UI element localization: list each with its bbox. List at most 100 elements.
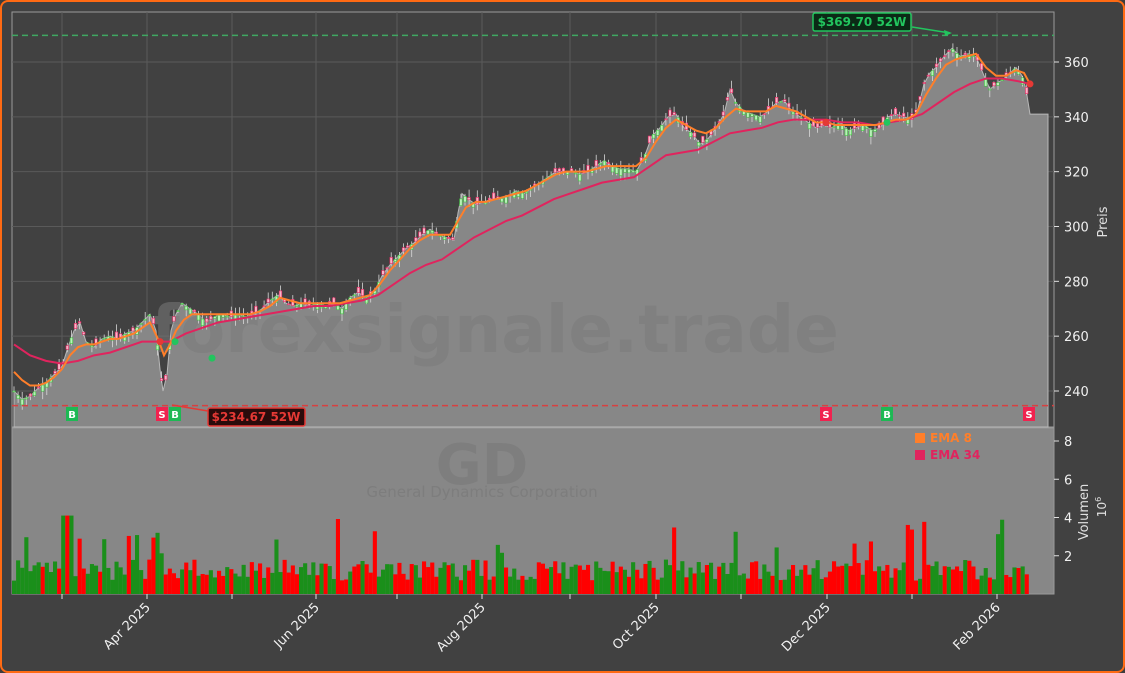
- candle-up: [270, 298, 274, 301]
- volume-bar-down: [217, 570, 222, 594]
- candle-up: [807, 122, 811, 130]
- volume-bar-up: [631, 562, 636, 594]
- low-52w-arrow: [171, 404, 209, 412]
- candle-up: [971, 55, 975, 57]
- legend: EMA 8 EMA 34: [915, 431, 980, 462]
- volume-bar-up: [28, 571, 33, 594]
- volume-bar-down: [409, 564, 414, 594]
- candle-up: [32, 391, 37, 396]
- volume-bar-down: [192, 559, 197, 594]
- candle-up: [201, 318, 205, 327]
- volume-bar-down: [832, 561, 837, 594]
- volume-bar-up: [606, 571, 611, 594]
- volume-bar-down: [229, 569, 234, 594]
- volume-bar-down: [335, 519, 340, 594]
- volume-bar-down: [590, 580, 595, 594]
- candle-up: [705, 139, 709, 143]
- candle-down: [475, 197, 479, 205]
- volume-bar-down: [1024, 574, 1029, 594]
- volume-bar-up: [930, 566, 935, 594]
- volume-bar-up: [237, 576, 242, 594]
- volume-bar-up: [594, 561, 599, 594]
- buy-signal: [881, 407, 893, 421]
- legend-swatch-ema8: [915, 433, 925, 443]
- candle-down: [783, 99, 787, 102]
- volume-bar-up: [159, 553, 164, 594]
- volume-bar-down: [1004, 574, 1009, 594]
- volume-bar-down: [864, 560, 869, 594]
- legend-label-ema34: EMA 34: [930, 448, 980, 462]
- volume-bar-down: [249, 562, 254, 594]
- volume-bar-up: [212, 577, 217, 594]
- candle-down: [725, 97, 729, 101]
- candle-down: [385, 267, 389, 270]
- candle-down: [418, 231, 422, 238]
- candle-down: [938, 58, 943, 62]
- candle-up: [996, 82, 1000, 86]
- volume-bar-down: [171, 573, 176, 594]
- volume-bar-down: [294, 574, 299, 594]
- candle-down: [947, 50, 951, 52]
- candle-down: [606, 162, 611, 165]
- candle-down: [119, 333, 123, 338]
- volume-bar-up: [69, 515, 74, 594]
- volume-bar-down: [758, 578, 763, 594]
- volume-bar-up: [155, 532, 160, 594]
- candle-up: [848, 129, 852, 136]
- volume-bar-down: [692, 573, 697, 594]
- candle-up: [602, 160, 606, 166]
- volume-bar-down: [491, 576, 496, 594]
- volume-bar-down: [750, 562, 755, 594]
- candle-up: [147, 314, 151, 317]
- volume-bar-up: [118, 567, 123, 594]
- high-52w-badge: $369.70 52W: [812, 12, 912, 32]
- candle-up: [651, 134, 656, 139]
- volume-bar-up: [524, 579, 529, 594]
- volume-bar-down: [258, 563, 263, 594]
- candle-up: [336, 305, 340, 311]
- candle-up: [295, 304, 299, 307]
- volume-bar-down: [426, 567, 431, 594]
- volume-bar-up: [819, 578, 824, 594]
- volume-bar-down: [770, 575, 775, 594]
- volume-multiplier: 106: [1094, 497, 1109, 517]
- legend-label-ema8: EMA 8: [930, 431, 972, 445]
- volume-bar-down: [581, 569, 586, 594]
- volume-bar-down: [176, 578, 181, 594]
- volume-tick-label: 8: [1064, 435, 1072, 450]
- candle-down: [160, 378, 164, 382]
- volume-bar-down: [57, 568, 62, 594]
- volume-bar-down: [856, 563, 861, 594]
- candle-down: [278, 290, 283, 298]
- candle-down: [893, 108, 898, 115]
- volume-bar-up: [815, 560, 820, 594]
- candle-down: [28, 393, 33, 397]
- volume-bar-up: [676, 570, 681, 594]
- volume-bar-up: [725, 573, 730, 594]
- volume-bar-up: [85, 573, 90, 594]
- candle-up: [500, 198, 504, 203]
- volume-bar-up: [663, 559, 668, 594]
- candle-down: [262, 305, 266, 308]
- sell-signal: [156, 407, 168, 421]
- volume-bar-up: [389, 564, 394, 594]
- volume-bar-up: [934, 561, 939, 594]
- volume-bar-down: [483, 560, 488, 594]
- volume-bar-up: [573, 564, 578, 594]
- candle-down: [389, 257, 393, 264]
- candle-up: [984, 79, 988, 87]
- volume-bar-up: [598, 567, 603, 594]
- volume-bar-down: [959, 571, 964, 594]
- volume-bar-down: [163, 574, 168, 594]
- candle-up: [69, 337, 73, 344]
- volume-bar-down: [909, 529, 914, 594]
- crossover-dot: [883, 118, 891, 126]
- volume-bar-up: [110, 579, 115, 594]
- volume-bar-up: [1020, 566, 1025, 594]
- volume-bar-down: [586, 564, 591, 594]
- volume-bar-down: [430, 562, 435, 594]
- volume-bar-up: [303, 563, 308, 594]
- signal-letter: B: [68, 410, 76, 421]
- volume-bar-down: [184, 562, 189, 594]
- candle-up: [20, 398, 24, 406]
